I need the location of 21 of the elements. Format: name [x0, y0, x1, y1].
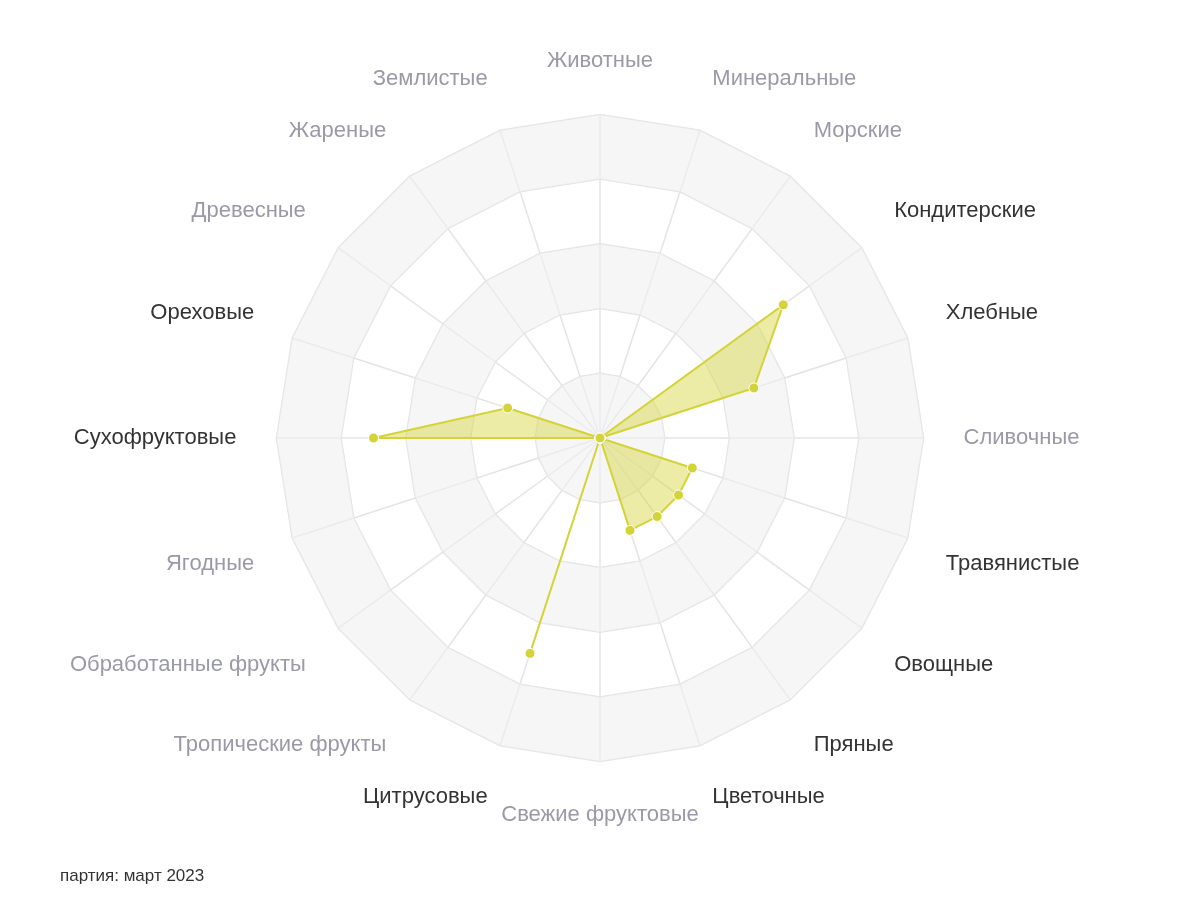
- spoke-label: Травянистые: [945, 549, 1080, 575]
- text: партия: март 2023: [60, 866, 205, 886]
- spoke-label: Цитрусовые: [363, 783, 488, 809]
- spoke-label: Ореховые: [150, 298, 255, 324]
- spoke-label: Ягодные: [165, 549, 255, 575]
- spoke-label: Животные: [546, 47, 654, 73]
- spoke-label: Морские: [813, 116, 902, 142]
- spoke-label: Тропические фрукты: [173, 731, 387, 757]
- spoke-label: Хлебные: [945, 298, 1039, 324]
- spoke-label: Пряные: [813, 731, 894, 757]
- spoke-label: Сухофруктовые: [73, 424, 237, 450]
- spoke-label: Свежие фруктовые: [501, 800, 699, 826]
- spoke-label: Древесные: [191, 197, 306, 223]
- spoke-label: Минеральные: [712, 65, 857, 91]
- spoke-label: Обработанные фрукты: [69, 650, 306, 676]
- spoke-label: Кондитерские: [894, 197, 1036, 223]
- spoke-label: Сливочные: [963, 424, 1080, 450]
- spoke-label: Цветочные: [712, 783, 825, 809]
- spoke-label: Жареные: [288, 116, 387, 142]
- spoke-label: Овощные: [894, 650, 994, 676]
- spoke-label: Землистые: [372, 65, 488, 91]
